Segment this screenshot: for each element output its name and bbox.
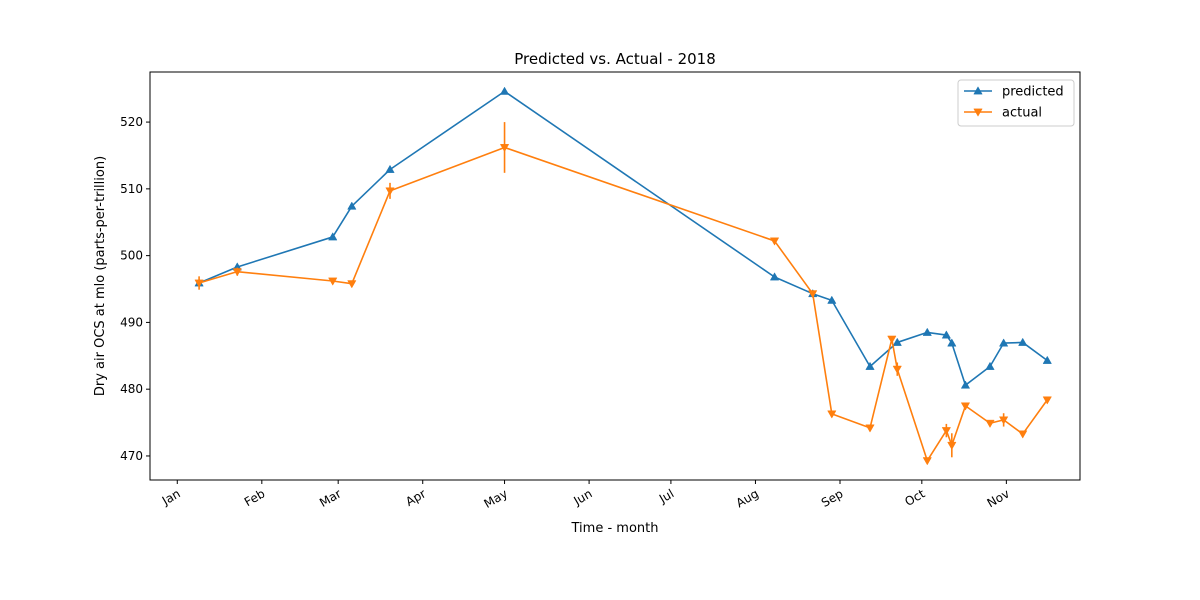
x-tick-label: Jul xyxy=(656,486,676,506)
x-axis-title: Time - month xyxy=(571,521,659,536)
actual-point xyxy=(985,419,995,428)
actual-point xyxy=(865,424,875,433)
actual-point xyxy=(808,290,818,299)
y-tick-label: 480 xyxy=(120,382,143,396)
actual-point xyxy=(922,457,932,466)
actual-point xyxy=(1018,430,1028,439)
predicted-point xyxy=(827,295,837,304)
predicted-point xyxy=(947,338,957,347)
actual-point xyxy=(385,187,395,196)
y-axis: 470 480 490 500 510 520 xyxy=(120,115,150,463)
plot-frame xyxy=(149,71,1081,481)
actual-point xyxy=(887,335,897,344)
chart-title: Predicted vs. Actual - 2018 xyxy=(514,50,716,68)
legend-label: predicted xyxy=(1002,85,1064,100)
legend-item-predicted: predicted xyxy=(964,85,1064,100)
predicted-point xyxy=(892,337,902,346)
actual-point xyxy=(960,402,971,411)
series-actual xyxy=(194,122,1052,466)
predicted-point xyxy=(999,338,1009,347)
predicted-point xyxy=(865,361,875,370)
y-tick-label: 520 xyxy=(120,115,143,129)
actual-point xyxy=(769,237,780,246)
legend-marker xyxy=(973,108,983,117)
actual-point xyxy=(499,144,510,153)
y-tick-label: 470 xyxy=(120,449,143,463)
predicted-point xyxy=(1018,337,1028,346)
predicted-point xyxy=(499,86,510,95)
actual-point xyxy=(1042,396,1052,405)
actual-point xyxy=(232,268,242,277)
predicted-point xyxy=(769,272,780,281)
legend-item-actual: actual xyxy=(964,106,1042,121)
actual-point xyxy=(941,427,951,436)
y-tick-label: 510 xyxy=(120,182,143,196)
y-axis-title: Dry air OCS at mlo (parts-per-trillion) xyxy=(93,156,108,396)
legend-marker xyxy=(973,86,983,95)
plot-area xyxy=(194,86,1052,466)
predicted-point xyxy=(941,330,951,339)
legend-label: actual xyxy=(1002,106,1042,121)
actual-point xyxy=(827,410,837,419)
actual-point xyxy=(892,365,902,374)
predicted-point xyxy=(922,327,932,336)
predicted-point xyxy=(328,232,338,241)
actual-point xyxy=(947,441,957,450)
predicted-point xyxy=(385,164,395,173)
actual-point xyxy=(347,280,357,289)
actual-point xyxy=(194,279,204,288)
y-tick-label: 500 xyxy=(120,249,143,263)
predicted-point xyxy=(960,380,971,389)
legend: predicted actual xyxy=(957,79,1075,127)
y-tick-label: 490 xyxy=(120,315,143,329)
actual-point xyxy=(328,277,338,286)
predicted-point xyxy=(1042,355,1052,364)
series-predicted xyxy=(194,86,1052,389)
predicted-point xyxy=(347,201,357,210)
actual-point xyxy=(999,416,1009,425)
predicted-point xyxy=(985,361,995,370)
